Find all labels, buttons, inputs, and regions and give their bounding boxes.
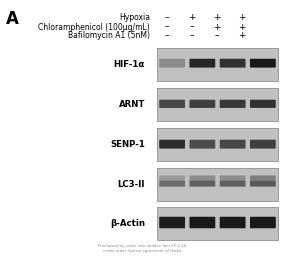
Text: Chloramphenicol (100μg/mL): Chloramphenicol (100μg/mL) [38, 23, 150, 31]
FancyBboxPatch shape [220, 140, 245, 148]
FancyBboxPatch shape [159, 59, 185, 68]
FancyBboxPatch shape [250, 180, 276, 187]
FancyBboxPatch shape [190, 100, 215, 108]
Text: Bafilomycin A1 (5nM): Bafilomycin A1 (5nM) [68, 31, 150, 40]
FancyBboxPatch shape [157, 88, 278, 121]
Text: HIF-1α: HIF-1α [114, 60, 145, 69]
Text: +: + [188, 14, 196, 23]
FancyBboxPatch shape [159, 217, 185, 228]
FancyBboxPatch shape [159, 175, 185, 180]
Text: +: + [238, 23, 246, 31]
FancyBboxPatch shape [190, 180, 215, 187]
FancyBboxPatch shape [250, 140, 276, 148]
FancyBboxPatch shape [157, 207, 278, 240]
FancyBboxPatch shape [157, 128, 278, 161]
Text: +: + [213, 23, 221, 31]
FancyBboxPatch shape [190, 140, 215, 148]
FancyBboxPatch shape [250, 217, 276, 228]
Text: –: – [165, 31, 169, 40]
FancyBboxPatch shape [190, 59, 215, 68]
Text: –: – [165, 14, 169, 23]
FancyBboxPatch shape [250, 59, 276, 68]
FancyBboxPatch shape [159, 140, 185, 148]
Text: Hypoxia: Hypoxia [119, 14, 150, 23]
Text: β-Actin: β-Actin [110, 219, 145, 228]
FancyBboxPatch shape [220, 59, 245, 68]
FancyBboxPatch shape [220, 100, 245, 108]
Text: +: + [213, 14, 221, 23]
FancyBboxPatch shape [190, 217, 215, 228]
FancyBboxPatch shape [159, 180, 185, 187]
FancyBboxPatch shape [159, 100, 185, 108]
Text: –: – [215, 31, 219, 40]
Text: Purchased by: peter van midden den 25-2-24
under order license agreement of Diak: Purchased by: peter van midden den 25-2-… [98, 244, 186, 253]
Text: A: A [6, 10, 19, 28]
Text: +: + [238, 31, 246, 40]
Text: –: – [190, 23, 194, 31]
FancyBboxPatch shape [220, 217, 245, 228]
FancyBboxPatch shape [157, 168, 278, 201]
Text: –: – [190, 31, 194, 40]
FancyBboxPatch shape [190, 175, 215, 180]
Text: +: + [238, 14, 246, 23]
Text: LC3-II: LC3-II [117, 180, 145, 189]
FancyBboxPatch shape [250, 175, 276, 180]
Text: SENP-1: SENP-1 [110, 140, 145, 149]
Text: –: – [165, 23, 169, 31]
Text: ARNT: ARNT [119, 100, 145, 109]
FancyBboxPatch shape [157, 48, 278, 81]
FancyBboxPatch shape [220, 180, 245, 187]
FancyBboxPatch shape [250, 100, 276, 108]
FancyBboxPatch shape [220, 175, 245, 180]
